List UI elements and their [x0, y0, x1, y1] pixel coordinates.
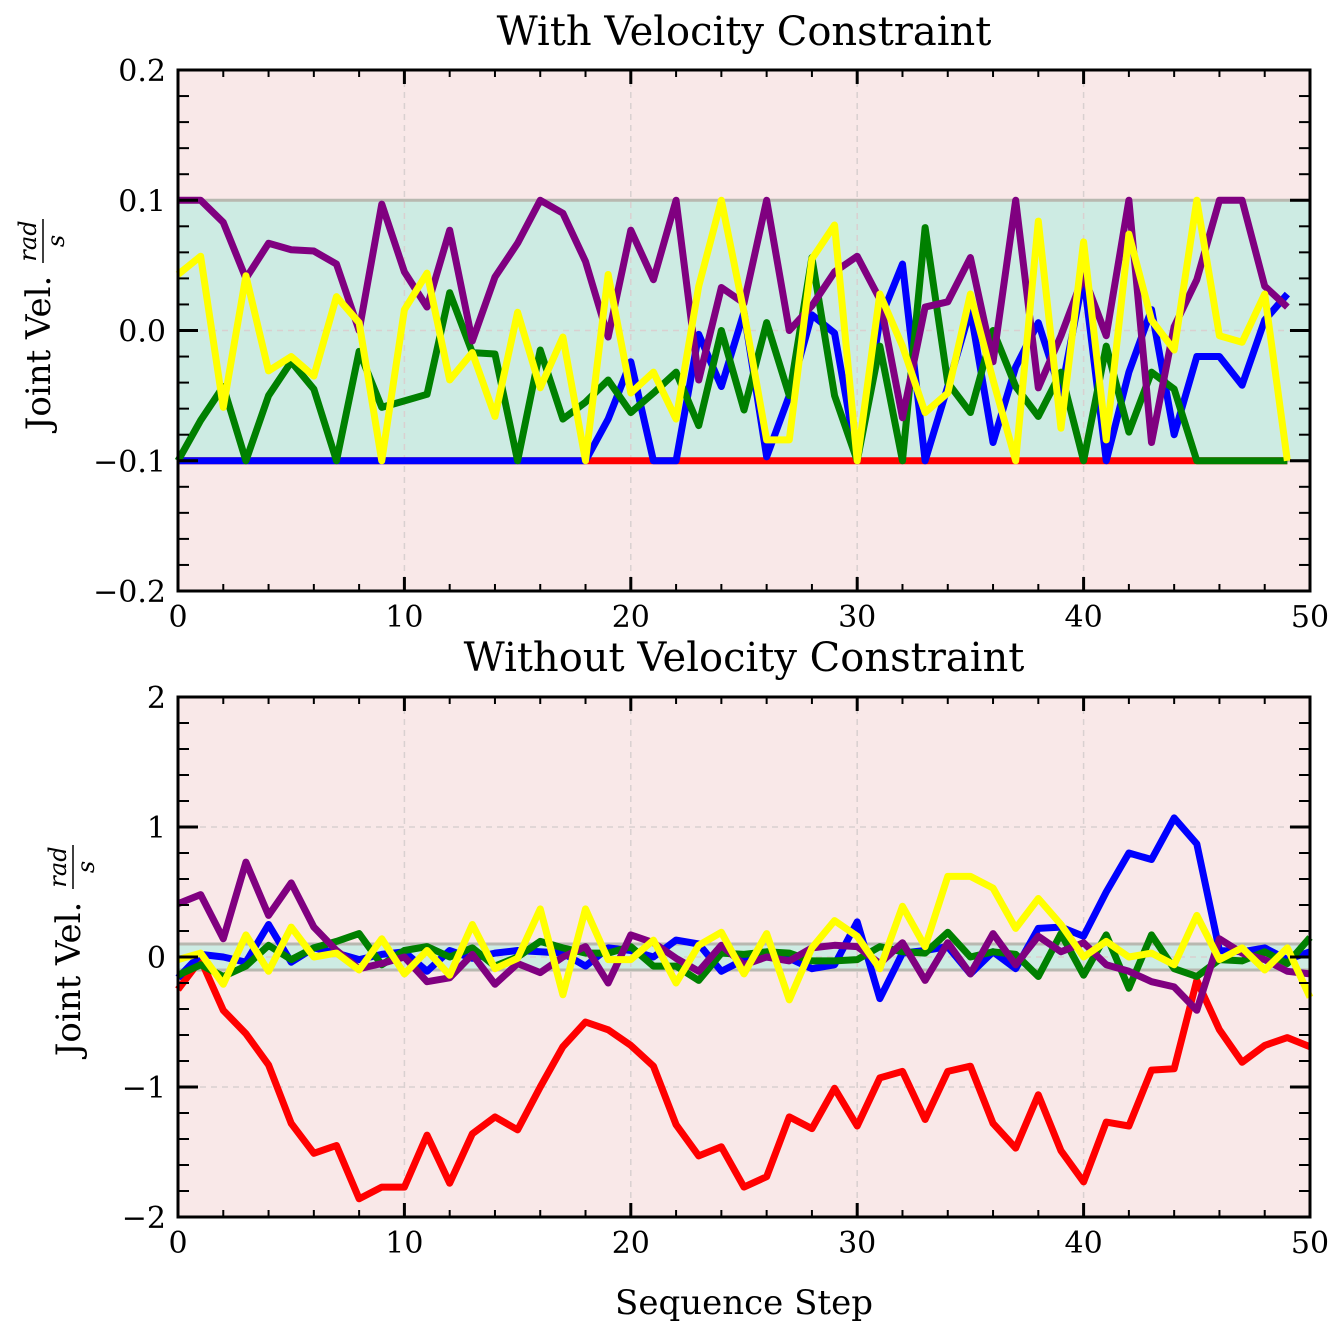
y-axis-unit-numerator: rad — [44, 846, 72, 887]
y-tick-label: −0.1 — [93, 445, 166, 480]
x-tick-label: 0 — [168, 1226, 187, 1261]
y-tick-label: 0 — [147, 941, 166, 976]
y-axis-unit-numerator: rad — [14, 220, 42, 261]
x-tick-label: 30 — [838, 600, 876, 635]
y-tick-label: 1 — [147, 811, 166, 846]
x-tick-label: 40 — [1065, 1226, 1103, 1261]
series-line-purple — [176, 858, 1311, 1014]
y-axis-unit-denominator: s — [42, 235, 70, 247]
y-tick-label: 0.1 — [118, 184, 166, 219]
y-axis-label-text: Joint Vel. — [49, 902, 89, 1060]
y-tick-label: −0.2 — [93, 575, 166, 610]
x-tick-label: 10 — [385, 600, 423, 635]
x-tick-label: 20 — [612, 1226, 650, 1261]
x-tick-label: 40 — [1065, 600, 1103, 635]
axes-with-constraint: 0 10 20 30 40 50 0.2 0.1 0.0 −0.1 −0.2 With Veloci… — [14, 9, 1329, 635]
x-axis-label: Sequence Step — [615, 1283, 873, 1323]
y-tick-label: −1 — [122, 1071, 166, 1106]
y-axis-label-text: Joint Vel. — [19, 276, 59, 434]
series-line-yellow — [177, 872, 1314, 1004]
y-axis-label: Joint Vel. rad s — [44, 845, 100, 1059]
y-tick-label: 0.0 — [118, 315, 166, 350]
y-tick-label: −2 — [122, 1201, 166, 1236]
y-axis-label: Joint Vel. rad s — [14, 219, 70, 433]
y-tick-label: 0.2 — [118, 54, 166, 89]
series-line-yellow — [175, 196, 1291, 465]
y-axis-unit-denominator: s — [72, 861, 100, 873]
y-tick-label: 2 — [147, 681, 166, 716]
series-line-red — [175, 956, 1312, 1203]
x-tick-label: 50 — [1291, 600, 1329, 635]
x-tick-label: 50 — [1291, 1226, 1329, 1261]
x-tick-label: 0 — [168, 600, 187, 635]
chart-title: With Velocity Constraint — [497, 9, 992, 55]
chart-title: Without Velocity Constraint — [464, 635, 1025, 681]
x-tick-label: 20 — [612, 600, 650, 635]
x-tick-label: 30 — [838, 1226, 876, 1261]
x-tick-label: 10 — [385, 1226, 423, 1261]
series-line-purple — [178, 196, 1290, 447]
